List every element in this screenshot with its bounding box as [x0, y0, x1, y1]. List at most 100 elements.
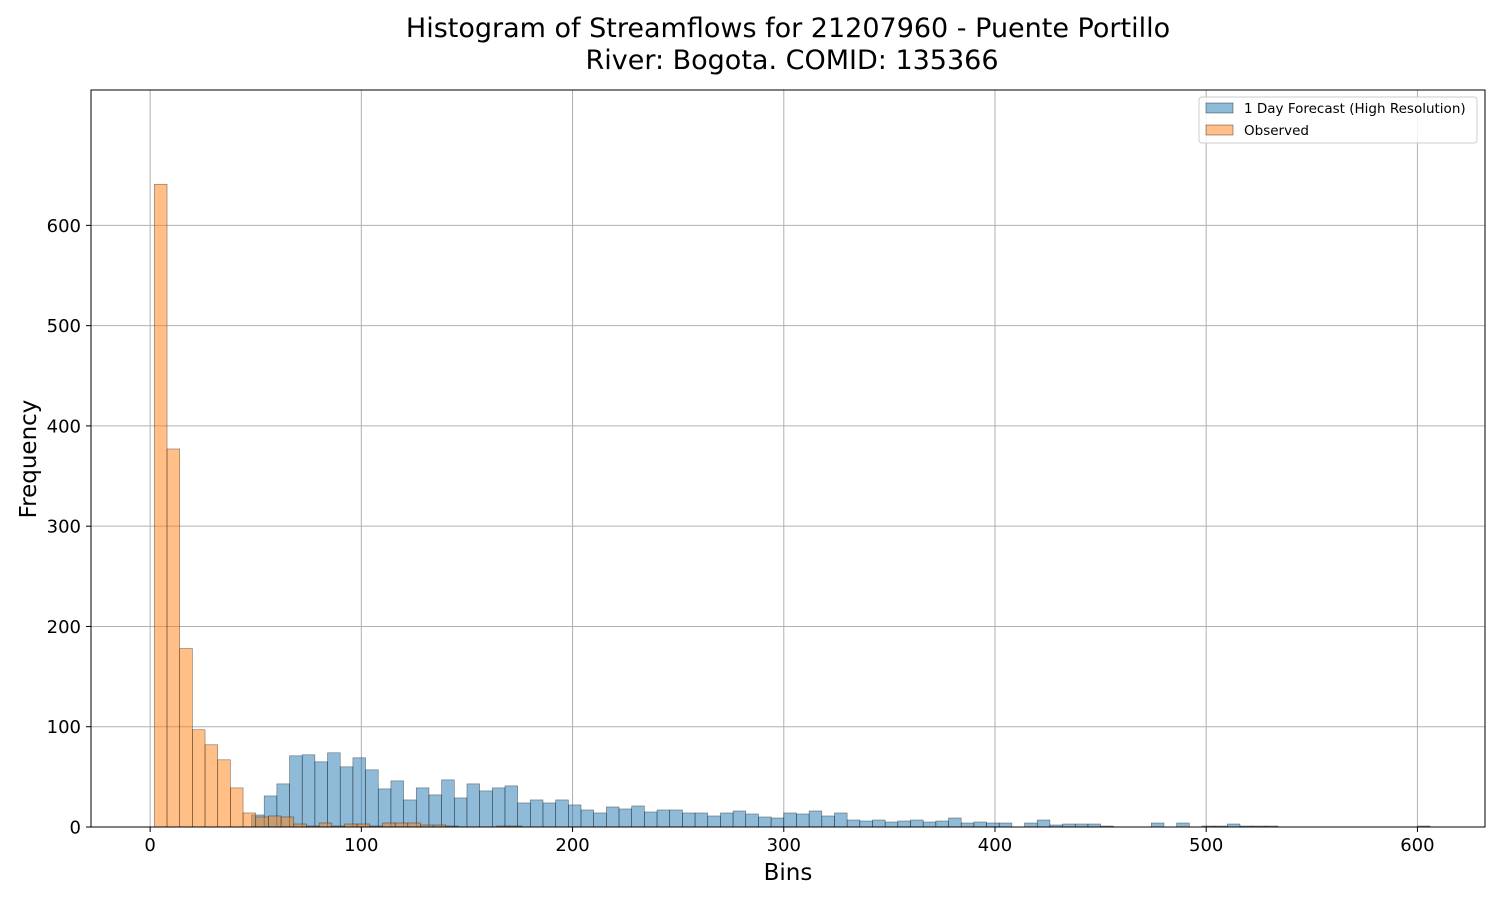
x-tick-label: 400	[978, 835, 1012, 856]
forecast-bar	[606, 806, 620, 828]
x-tick-label: 300	[767, 835, 801, 856]
forecast-bar	[998, 822, 1013, 828]
observed-bar	[179, 648, 193, 828]
forecast-bar	[758, 816, 772, 828]
forecast-bar	[441, 779, 455, 828]
observed-bar	[166, 448, 181, 828]
observed-bar	[192, 729, 206, 828]
x-tick-label: 200	[555, 835, 589, 856]
forecast-bar	[492, 787, 506, 828]
y-tick-label: 300	[47, 517, 81, 538]
observed-bar	[280, 816, 295, 828]
observed-bar	[394, 822, 409, 828]
forecast-bar	[808, 810, 823, 828]
observed-bar	[242, 812, 257, 828]
y-tick-label: 0	[70, 818, 81, 839]
forecast-bar	[745, 813, 759, 828]
x-tick-label: 0	[144, 835, 155, 856]
forecast-bar	[796, 813, 810, 828]
forecast-bar	[669, 809, 683, 828]
forecast-bar	[580, 809, 594, 828]
forecast-bar	[960, 822, 975, 828]
legend-box	[1198, 96, 1478, 144]
observed-bar	[217, 759, 231, 828]
plot-area-frame	[90, 89, 1486, 828]
axis-ticks: 0 100 200 300 400 500 600 0 100 200 300 400 500 600	[47, 216, 1435, 856]
forecast-bar	[1150, 822, 1165, 828]
forecast-bar	[986, 822, 1000, 828]
forecast-bar	[517, 802, 531, 828]
chart-title-line1: Histogram of Streamflows for 21207960 - …	[406, 13, 1170, 44]
forecast-bar	[732, 810, 747, 828]
forecast-bar	[783, 812, 797, 828]
forecast-bar	[453, 797, 468, 828]
forecast-bar	[897, 820, 911, 828]
forecast-bar	[365, 769, 379, 828]
y-axis-label: Frequency	[16, 400, 42, 519]
forecast-bar	[428, 794, 442, 828]
x-tick-label: 600	[1400, 835, 1434, 856]
legend-label-forecast: 1 Day Forecast (High Resolution)	[1244, 101, 1466, 117]
forecast-bar	[555, 799, 569, 828]
forecast-bar	[415, 787, 430, 828]
observed-series	[154, 183, 523, 828]
forecast-bar	[504, 785, 518, 828]
y-tick-label: 600	[47, 216, 81, 237]
forecast-bar	[314, 761, 328, 828]
forecast-bar	[694, 812, 709, 828]
forecast-bar	[859, 820, 873, 828]
forecast-bar	[390, 780, 404, 828]
forecast-bar	[479, 790, 493, 828]
chart-title-line2: River: Bogota. COMID: 135366	[585, 45, 998, 76]
forecast-bar	[948, 817, 962, 828]
observed-bar	[268, 815, 282, 828]
forecast-bar	[1024, 822, 1038, 828]
forecast-bar	[1036, 819, 1051, 828]
y-tick-label: 200	[47, 617, 81, 638]
observed-bar	[318, 822, 333, 828]
observed-bar	[407, 822, 421, 828]
legend-swatch-observed	[1205, 124, 1234, 136]
observed-bar	[255, 816, 269, 828]
observed-bar	[154, 183, 168, 828]
forecast-bar	[821, 815, 835, 828]
x-tick-label: 500	[1189, 835, 1223, 856]
forecast-bar	[770, 817, 785, 828]
forecast-bar	[339, 766, 354, 828]
forecast-bar	[301, 754, 316, 828]
forecast-bar	[1176, 822, 1190, 828]
forecast-bar	[466, 783, 480, 828]
forecast-bar	[644, 811, 658, 828]
forecast-bar	[618, 808, 633, 828]
forecast-bar	[542, 802, 556, 828]
forecast-bar	[568, 804, 582, 828]
forecast-bar	[352, 757, 366, 828]
legend: 1 Day Forecast (High Resolution) Observe…	[1198, 96, 1478, 144]
forecast-bar	[631, 805, 645, 828]
forecast-bar	[910, 819, 924, 828]
legend-swatch-forecast	[1205, 102, 1234, 114]
forecast-bar	[872, 819, 886, 828]
y-tick-label: 500	[47, 316, 81, 337]
forecast-series	[251, 752, 1431, 828]
observed-bar	[382, 822, 396, 828]
forecast-bar	[530, 799, 544, 828]
forecast-bar	[377, 788, 392, 828]
forecast-bar	[707, 815, 721, 828]
forecast-bar	[656, 809, 671, 828]
forecast-bar	[922, 821, 937, 828]
forecast-bar	[884, 821, 899, 828]
x-axis-label: Bins	[764, 860, 813, 886]
forecast-bar	[973, 821, 987, 828]
y-tick-label: 100	[47, 717, 81, 738]
x-tick-label: 100	[344, 835, 378, 856]
forecast-bar	[834, 812, 848, 828]
forecast-bar	[846, 819, 861, 828]
forecast-bar	[593, 812, 607, 828]
forecast-bar	[682, 812, 696, 828]
observed-bar	[230, 787, 244, 828]
forecast-bar	[720, 812, 734, 828]
forecast-bar	[935, 820, 949, 828]
